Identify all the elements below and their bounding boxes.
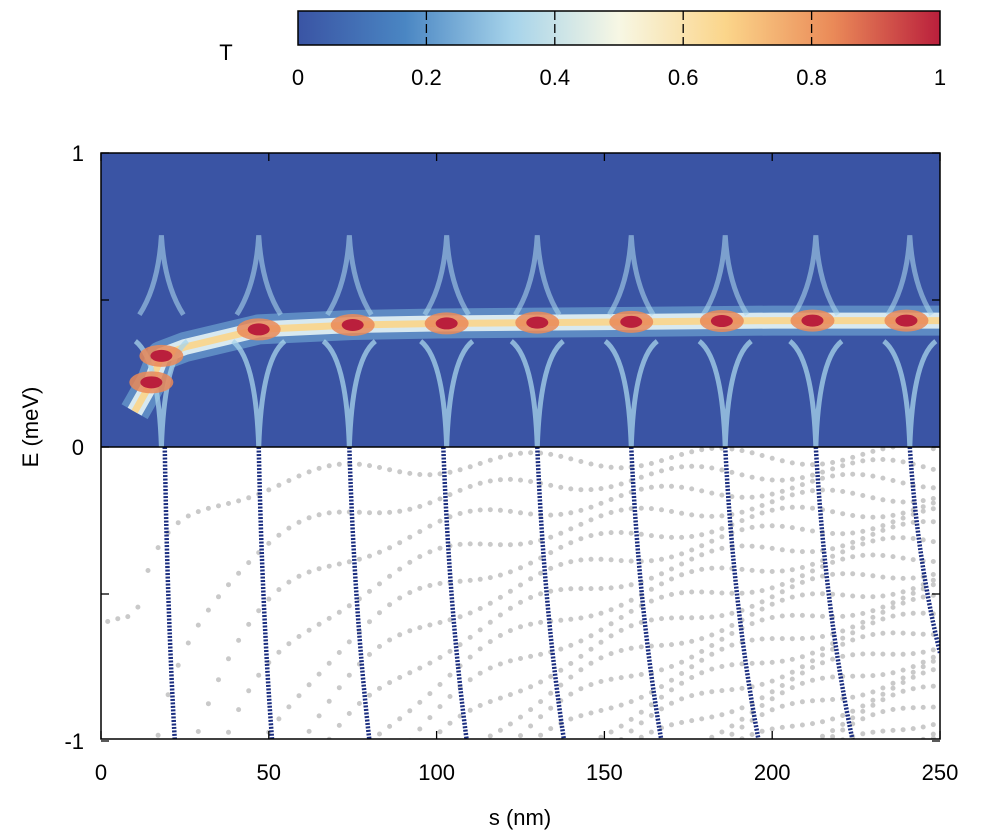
background-level: [437, 571, 936, 735]
hot-spot: [247, 323, 270, 336]
highlighted-level: [813, 447, 855, 739]
background-level: [226, 487, 936, 735]
x-tick-label: 100: [418, 760, 455, 785]
background-levels: [105, 447, 936, 739]
background-level: [709, 654, 936, 739]
cusp-upper: [422, 235, 471, 317]
background-level: [155, 457, 936, 738]
background-level: [811, 683, 936, 739]
cusp-lower: [231, 339, 287, 447]
cusp-lower: [697, 339, 753, 447]
hot-spot: [140, 376, 163, 389]
cusp-lower: [603, 339, 659, 447]
highlighted-level: [722, 447, 761, 739]
cusp-lower: [418, 339, 475, 447]
x-tick-label: 50: [257, 760, 281, 785]
x-tick-label: 250: [922, 760, 959, 785]
y-axis-label: E (meV): [18, 387, 43, 468]
cusp-upper: [513, 235, 562, 317]
background-level: [598, 610, 936, 739]
background-level: [930, 735, 936, 739]
colorbar-tick-label: 0.4: [540, 65, 571, 90]
highlighted-level: [907, 447, 940, 654]
background-level: [638, 647, 936, 739]
background-level: [306, 506, 936, 734]
colorbar-tick-label: 0.8: [796, 65, 827, 90]
cusp-upper: [607, 235, 656, 317]
cusp-lower: [321, 339, 378, 447]
heatmap-panel: [101, 153, 940, 447]
x-tick-label: 200: [754, 760, 791, 785]
cusp-upper: [791, 235, 840, 317]
x-tick-label: 0: [95, 760, 107, 785]
colorbar-tick-label: 0: [292, 65, 304, 90]
colorbar-tick-label: 0.6: [668, 65, 699, 90]
cusp-upper: [325, 235, 374, 317]
x-axis-label: s (nm): [489, 805, 551, 830]
background-level: [538, 592, 936, 738]
colorbar-ticks: 0 0.2 0.4 0.6 0.8 1: [292, 11, 946, 90]
cusp-upper: [234, 235, 283, 317]
background-level: [830, 704, 936, 739]
hot-spot: [895, 314, 918, 327]
cusp-upper: [137, 235, 186, 317]
hot-spot: [620, 315, 643, 328]
background-level: [105, 447, 936, 624]
highlighted-level: [629, 447, 664, 739]
background-level: [195, 471, 936, 734]
hot-spot: [150, 349, 173, 362]
background-level: [739, 667, 936, 739]
cusp-lower: [882, 339, 938, 447]
hot-spot: [341, 318, 364, 331]
hot-spot: [435, 317, 458, 330]
band-core: [131, 317, 940, 414]
y-tick-label: 1: [72, 141, 84, 166]
cusp-upper: [885, 235, 934, 317]
highlighted-level: [256, 447, 275, 739]
background-level: [618, 630, 936, 739]
cusp-lower: [509, 339, 565, 447]
hot-spot: [710, 315, 733, 328]
hot-spot: [526, 316, 549, 329]
highlighted-levels: [162, 447, 940, 739]
background-level: [377, 535, 936, 737]
highlighted-level: [347, 447, 372, 739]
cusp-upper: [701, 235, 750, 317]
y-tick-label: -1: [64, 729, 84, 754]
colorbar: 0 0.2 0.4 0.6 0.8 1 T: [219, 10, 946, 90]
background-level: [479, 577, 936, 739]
cusp-lower: [788, 339, 844, 447]
colorbar-tick-label: 0.2: [411, 65, 442, 90]
plot-frame: [100, 152, 941, 740]
hot-spot: [801, 314, 824, 327]
y-tick-label: 0: [72, 435, 84, 460]
heatmap-marks: [121, 235, 940, 447]
colorbar-tick-label: 1: [934, 65, 946, 90]
background-level: [518, 582, 936, 739]
highlighted-level: [441, 447, 469, 739]
colorbar-gradient: [297, 10, 941, 46]
levels-panel: [101, 447, 940, 739]
highlighted-level: [535, 447, 567, 739]
x-tick-label: 150: [586, 760, 623, 785]
axis-ticks: 0 50 100 150 200 250 1 0 -1: [64, 141, 958, 785]
highlighted-level: [162, 447, 177, 739]
colorbar-label: T: [219, 40, 232, 65]
background-level: [920, 731, 936, 739]
